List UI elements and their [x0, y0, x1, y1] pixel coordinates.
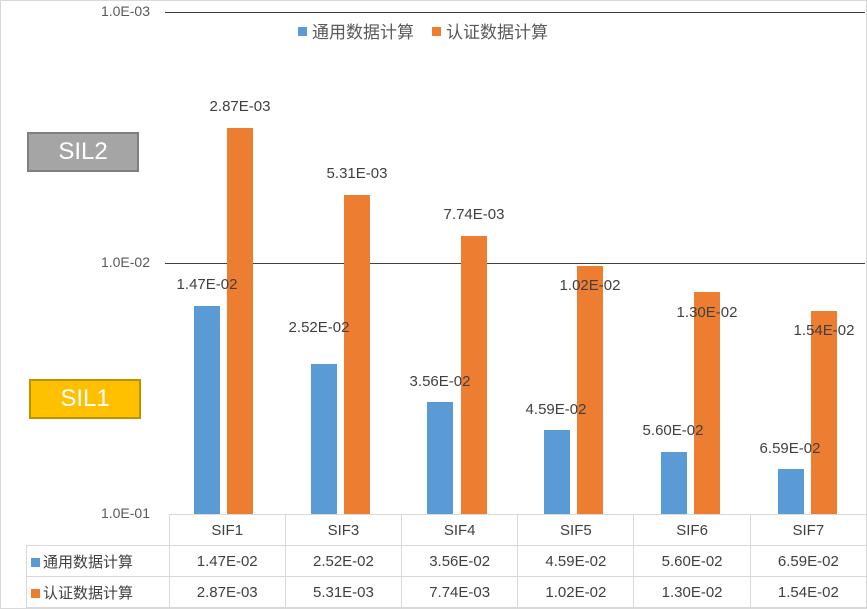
legend-item-general: 通用数据计算: [298, 18, 414, 43]
table-cell: 4.59E-02: [517, 545, 635, 577]
label-general-sif7: 6.59E-02: [759, 440, 821, 457]
table-cell: 3.56E-02: [401, 545, 519, 577]
bar-certified-sif6: [694, 292, 720, 514]
table-cat-sif3: SIF3: [284, 514, 403, 546]
table-cat-sif1: SIF1: [168, 514, 286, 546]
y-tick-1e-03: 1.0E-03: [100, 3, 150, 19]
bar-general-sif7: [778, 469, 804, 514]
table-cell: 7.74E-03: [401, 576, 519, 608]
y-tick-1e-02: 1.0E-02: [100, 254, 150, 270]
data-table: SIF1 SIF3 SIF4 SIF5 SIF6 SIF7 通用数据计算 1.4…: [26, 514, 867, 608]
bar-certified-sif3: [344, 195, 370, 514]
bar-certified-sif4: [461, 236, 487, 514]
bar-general-sif3: [311, 364, 337, 514]
table-row-general: 通用数据计算 1.47E-02 2.52E-02 3.56E-02 4.59E-…: [26, 545, 867, 577]
table-cat-sif6: SIF6: [633, 514, 751, 546]
legend-swatch-blue: [298, 27, 307, 37]
label-general-sif5: 4.59E-02: [525, 401, 587, 418]
table-row-certified: 认证数据计算 2.87E-03 5.31E-03 7.74E-03 1.02E-…: [26, 576, 867, 608]
sil2-label: SIL2: [27, 132, 139, 172]
label-general-sif4: 3.56E-02: [409, 373, 471, 390]
bar-certified-sif5: [577, 266, 603, 514]
table-cell: 2.52E-02: [284, 545, 403, 577]
label-certified-sif4: 7.74E-03: [443, 206, 505, 223]
table-swatch-blue: [31, 557, 40, 567]
table-cat-sif5: SIF5: [517, 514, 635, 546]
sil1-label: SIL1: [29, 379, 141, 419]
table-cell: 1.30E-02: [633, 576, 751, 608]
table-cell: 1.47E-02: [168, 545, 286, 577]
table-cell: 1.54E-02: [749, 576, 867, 608]
table-rowhead-certified: 认证数据计算: [26, 576, 170, 608]
label-certified-sif6: 1.30E-02: [676, 304, 738, 321]
table-cat-sif7: SIF7: [749, 514, 867, 546]
bar-general-sif4: [427, 402, 453, 514]
label-general-sif1: 1.47E-02: [176, 276, 238, 293]
gridline-1e-03: [165, 12, 865, 13]
table-header-row: SIF1 SIF3 SIF4 SIF5 SIF6 SIF7: [26, 514, 867, 546]
table-cell: 2.87E-03: [168, 576, 286, 608]
table-corner: [26, 514, 170, 546]
label-certified-sif7: 1.54E-02: [793, 322, 855, 339]
table-cell: 5.60E-02: [633, 545, 751, 577]
label-general-sif3: 2.52E-02: [288, 319, 350, 336]
legend-item-certified: 认证数据计算: [432, 18, 548, 43]
legend: 通用数据计算 认证数据计算: [298, 18, 548, 43]
label-certified-sif3: 5.31E-03: [326, 165, 388, 182]
label-certified-sif5: 1.02E-02: [559, 277, 621, 294]
bar-general-sif5: [544, 430, 570, 514]
table-cat-sif4: SIF4: [401, 514, 519, 546]
bar-general-sif1: [194, 306, 220, 514]
table-cell: 1.02E-02: [517, 576, 635, 608]
table-cell: 5.31E-03: [284, 576, 403, 608]
table-swatch-orange: [31, 588, 40, 598]
label-general-sif6: 5.60E-02: [642, 422, 704, 439]
legend-swatch-orange: [432, 27, 441, 37]
bar-certified-sif7: [811, 311, 837, 514]
bar-general-sif6: [661, 452, 687, 514]
gridline-1e-02: [165, 263, 865, 264]
table-rowhead-general: 通用数据计算: [26, 545, 170, 577]
label-certified-sif1: 2.87E-03: [209, 98, 271, 115]
table-cell: 6.59E-02: [749, 545, 867, 577]
bar-certified-sif1: [227, 128, 253, 514]
